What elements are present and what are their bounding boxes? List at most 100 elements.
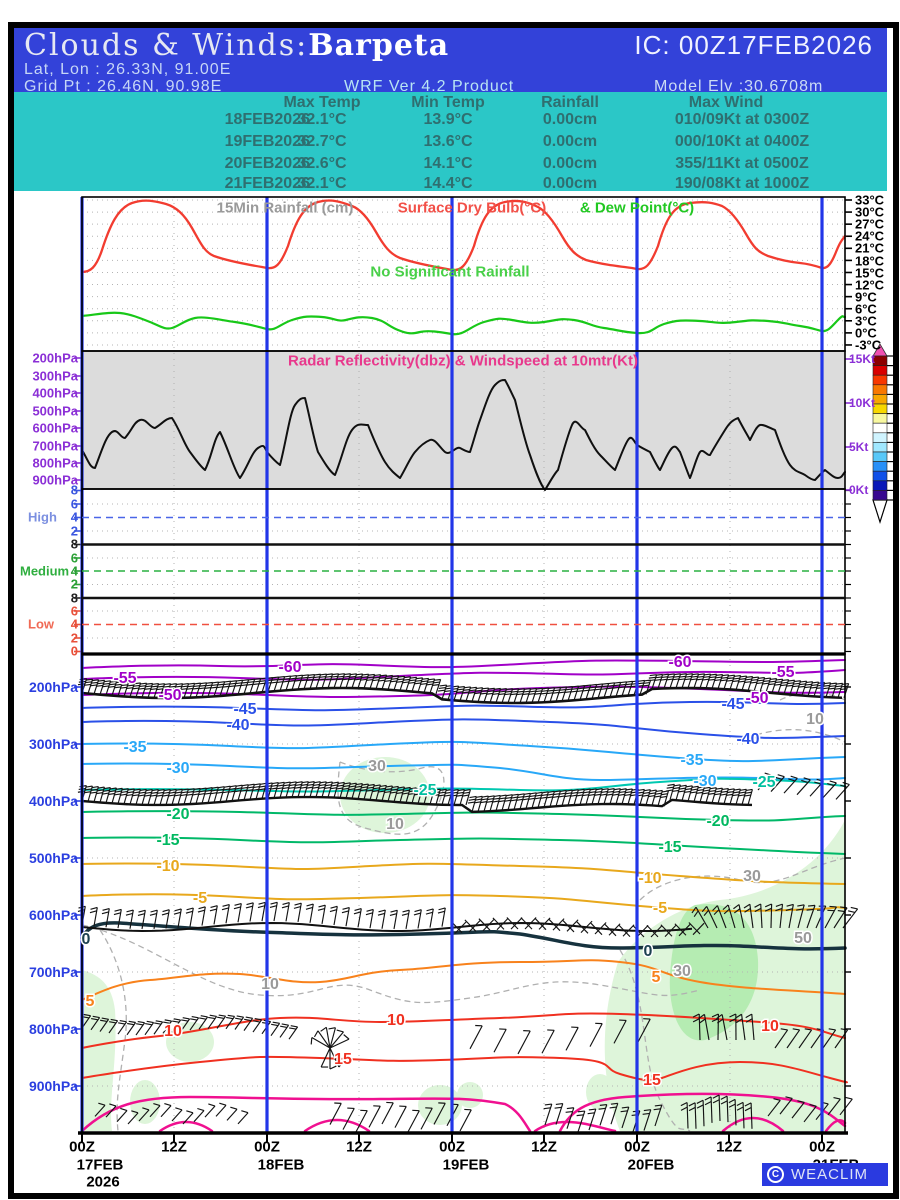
x-date: 20FEB <box>627 1156 675 1174</box>
contour-label: -50 <box>158 687 181 704</box>
copyright-icon: C <box>767 1166 784 1183</box>
temp-tick: 18°C <box>855 253 885 269</box>
rh-label: 30 <box>368 758 386 775</box>
pressure-tick: 900hPa <box>32 472 78 488</box>
contour-label: -15 <box>156 832 179 849</box>
x-date: 19FEB <box>442 1156 490 1174</box>
panel-frames <box>78 196 848 1135</box>
contour-label: -50 <box>745 690 768 707</box>
temp-tick: 3°C <box>855 313 877 329</box>
x-tick: 12Z <box>716 1138 742 1156</box>
contour-labels: -60 -60 -55 -55 -50 -50 -45 -45 -40 -40 … <box>80 653 825 1091</box>
contour-label: -30 <box>166 760 189 777</box>
pressure-tick: 400hPa <box>28 793 78 809</box>
cloud-high-label: High <box>28 509 57 525</box>
contour-label: 15 <box>334 1051 352 1068</box>
contour-label: -5 <box>653 900 667 917</box>
rh-label: 10 <box>806 711 824 728</box>
summary-table: Max Temp Min Temp Rainfall Max Wind 18FE… <box>14 92 887 192</box>
rh-label: 30 <box>743 868 761 885</box>
contour-label: -45 <box>721 696 744 713</box>
temp-tick: 30°C <box>855 204 885 220</box>
pressure-tick: 200hPa <box>28 679 78 695</box>
table-cell: 32.1°C <box>297 175 347 192</box>
colorbar-bottom-arrow <box>872 499 888 524</box>
pressure-tick: 500hPa <box>32 403 78 419</box>
okta-tick: 6 <box>70 603 78 619</box>
contour-label: -55 <box>113 670 136 687</box>
temp-tick: 27°C <box>855 216 885 232</box>
contour-label: -25 <box>752 774 775 791</box>
table-cell: 0.00cm <box>542 133 598 150</box>
okta-tick: 2 <box>70 576 78 592</box>
table-cell: 14.4°C <box>423 175 473 192</box>
series-curves <box>80 199 847 491</box>
okta-tick: 8 <box>70 482 78 498</box>
temp-tick: 12°C <box>855 277 885 293</box>
wind-tick: 0Kt <box>849 483 869 497</box>
contour-label: 5 <box>652 969 661 986</box>
pressure-tick: 200hPa <box>32 350 78 366</box>
table-cell: 13.9°C <box>423 111 473 128</box>
model-elev: Model Elv :30.6708m <box>654 78 824 95</box>
cloud-medium-label: Medium <box>20 563 70 579</box>
pressure-tick: 300hPa <box>28 736 78 752</box>
col-header-rainfall: Rainfall <box>541 94 599 111</box>
table-cell: 13.6°C <box>423 133 473 150</box>
init-code: IC: 00Z17FEB2026 <box>634 30 873 60</box>
table-cell: 32.6°C <box>297 155 347 172</box>
x-year: 2026 <box>86 1173 120 1191</box>
table-cell: 0.00cm <box>542 175 598 192</box>
panel-backgrounds <box>82 197 845 1133</box>
table-cell: 190/08Kt at 1000Z <box>674 175 810 192</box>
okta-tick: 8 <box>70 536 78 552</box>
temp-tick: 6°C <box>855 301 877 317</box>
rh-label: 10 <box>386 816 404 833</box>
contour-20C <box>80 1092 847 1133</box>
contour-label: 10 <box>164 1023 182 1040</box>
wind-tick: 10Kt <box>849 396 876 410</box>
contour-label: 15 <box>643 1072 661 1089</box>
product-label: WRF Ver 4.2 Product <box>344 78 515 95</box>
col-header-min-temp: Min Temp <box>411 94 485 111</box>
contour-label: -35 <box>123 739 146 756</box>
pressure-tick: 900hPa <box>28 1078 78 1094</box>
temp-tick: 24°C <box>855 228 885 244</box>
contour-label: -10 <box>638 870 661 887</box>
rh-label: 10 <box>261 976 279 993</box>
contour-label: -20 <box>706 813 729 830</box>
okta-tick: 8 <box>70 590 78 606</box>
drybulb-series-title: Surface Dry Bulb(°C) <box>397 199 547 217</box>
table-cell: 000/10Kt at 0400Z <box>674 133 810 150</box>
table-row-date: 18FEB2026 <box>224 111 310 128</box>
rainfall-series-title: 15Min Rainfall (cm) <box>216 199 354 217</box>
weaclim-badge: C WEACLIM <box>762 1163 888 1186</box>
header: Clouds & Winds:Barpeta IC: 00Z17FEB2026 … <box>14 28 887 95</box>
x-tick: 12Z <box>161 1138 187 1156</box>
contour-label: -10 <box>156 858 179 875</box>
contour-label: 0 <box>644 943 653 960</box>
contour-label: 10 <box>387 1012 405 1029</box>
outer-frame <box>8 22 899 1199</box>
okta-tick: 4 <box>70 509 78 525</box>
temp-tick: 0°C <box>855 325 877 341</box>
pressure-tick: 800hPa <box>32 455 78 471</box>
table-cell: 0.00cm <box>542 155 598 172</box>
temp-tick: 21°C <box>855 240 885 256</box>
temp-tick: -3°C <box>855 337 882 353</box>
temp-tick: 33°C <box>855 192 885 208</box>
contour-label: -40 <box>736 731 759 748</box>
x-date: 18FEB <box>257 1156 305 1174</box>
pressure-tick: 500hPa <box>28 850 78 866</box>
x-tick: 00Z <box>254 1138 280 1156</box>
contour-label: 10 <box>761 1018 779 1035</box>
rh-label: 30 <box>673 963 691 980</box>
dewpoint-series-title: & Dew Point(°C) <box>579 199 695 217</box>
col-header-max-temp: Max Temp <box>283 94 361 111</box>
okta-tick: 4 <box>70 616 78 632</box>
table-row-date: 21FEB2026 <box>224 175 310 192</box>
no-rainfall-note: No Significant Rainfall <box>370 263 530 281</box>
contour-label: 0 <box>82 931 91 948</box>
radar-panel-title: Radar Reflectivity(dbz) & Windspeed at 1… <box>288 352 638 370</box>
